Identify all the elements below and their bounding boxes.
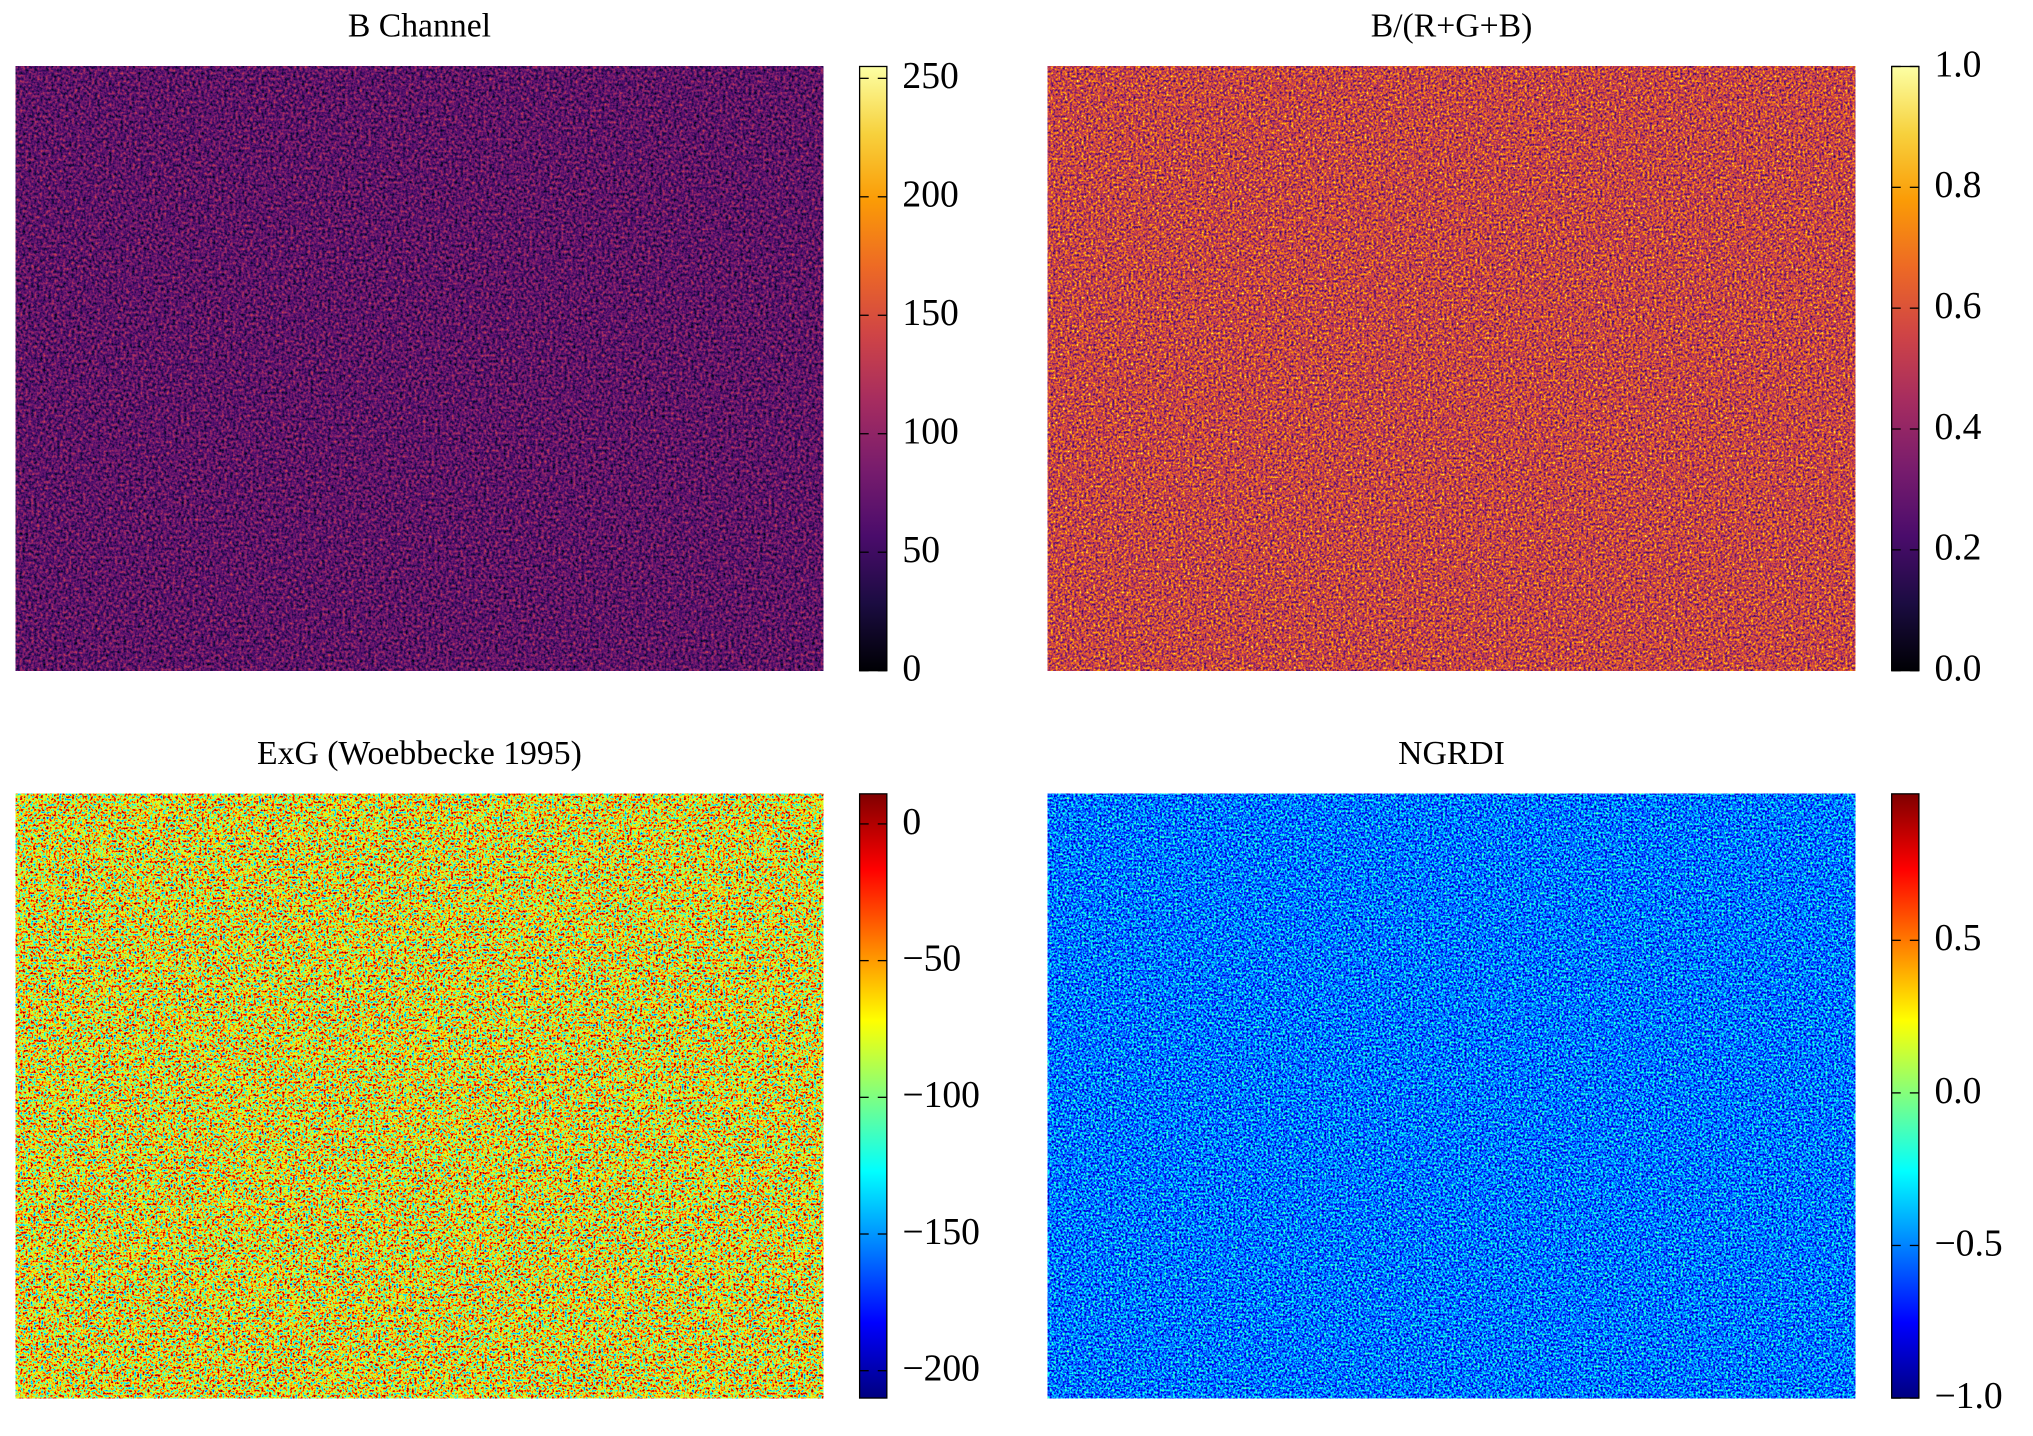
colorbar-tick-label: 0.5 [1934,917,1981,959]
panel-title: ExG (Woebbecke 1995) [257,735,582,772]
colorbar-tick-label: −50 [902,938,961,980]
colorbar-tick-label: 150 [902,292,958,334]
colorbar-tick-label: −100 [902,1074,980,1116]
colorbar-tick-label: 0.4 [1934,406,1981,448]
colorbar-tick-label: −200 [902,1348,980,1390]
colorbar-tick-label: 0.6 [1934,285,1981,327]
colorbar-tick-label: 1.0 [1934,43,1981,85]
colorbar-tick-label: 0.0 [1934,648,1981,690]
image [15,66,824,671]
colorbar-tick-label: 0 [902,801,921,843]
colorbar [858,793,888,1399]
colorbar-tick-label: 250 [902,55,958,97]
colorbar [1891,793,1920,1399]
image [1047,793,1856,1399]
colorbar-tick-label: 0.0 [1934,1070,1981,1112]
colorbar-tick-label: 200 [902,174,958,216]
colorbar-tick-label: 0 [902,648,921,690]
colorbar [858,65,888,672]
image [1047,66,1856,671]
image [15,793,824,1399]
panel-title: B/(R+G+B) [1371,8,1533,45]
colorbar-tick-label: 0.2 [1934,527,1981,569]
colorbar-tick-label: 100 [902,411,958,453]
panel-title: NGRDI [1398,735,1505,772]
colorbar-tick-label: −150 [902,1211,980,1253]
colorbar [1891,65,1920,672]
panel-title: B Channel [348,8,491,45]
colorbar-tick-label: −0.5 [1934,1222,2002,1264]
colorbar-tick-label: 50 [902,529,940,571]
colorbar-tick-label: −1.0 [1934,1375,2002,1417]
colorbar-tick-label: 0.8 [1934,164,1981,206]
